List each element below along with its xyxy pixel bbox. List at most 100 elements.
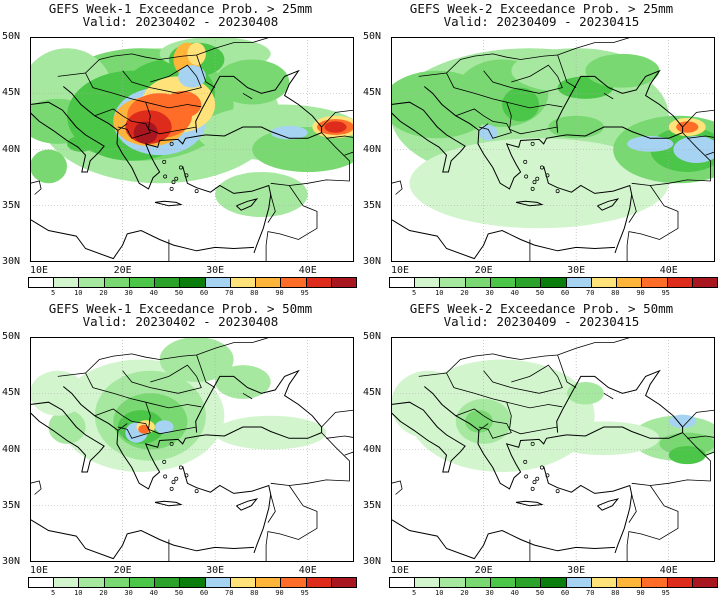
colorbar-segment bbox=[465, 578, 491, 587]
colorbar-label: 90 bbox=[636, 289, 645, 297]
colorbar-segment bbox=[79, 578, 105, 587]
longitude-label: 20E bbox=[474, 265, 493, 276]
colorbar-label: 50 bbox=[535, 289, 545, 297]
coastline bbox=[30, 218, 255, 260]
colorbar-segment bbox=[440, 278, 466, 287]
country-border bbox=[418, 37, 632, 77]
country-border bbox=[603, 92, 614, 100]
probability-contour bbox=[270, 125, 308, 140]
country-border bbox=[483, 364, 563, 394]
country-border bbox=[321, 109, 354, 139]
colorbar bbox=[389, 277, 718, 288]
island bbox=[545, 473, 550, 478]
colorbar-label: 40 bbox=[510, 589, 519, 597]
longitude-label: 10E bbox=[30, 265, 49, 276]
coastline bbox=[515, 200, 544, 207]
colorbar-segment bbox=[692, 278, 718, 287]
latitude-label: 40N bbox=[363, 443, 382, 455]
colorbar-segment bbox=[331, 578, 357, 587]
colorbar-label: 50 bbox=[174, 589, 184, 597]
colorbar-label: 20 bbox=[99, 289, 108, 297]
island bbox=[171, 180, 176, 185]
probability-contour bbox=[585, 53, 660, 88]
country-border bbox=[455, 108, 512, 139]
island bbox=[171, 480, 176, 485]
colorbar-segment bbox=[29, 578, 55, 587]
latitude-label: 50N bbox=[2, 31, 21, 42]
country-border bbox=[94, 408, 151, 439]
latitude-label: 40N bbox=[363, 143, 382, 155]
latitude-label: 45N bbox=[2, 87, 21, 99]
longitude-label: 20E bbox=[474, 565, 493, 576]
coastline bbox=[423, 86, 567, 190]
colorbar-label: 5 bbox=[51, 289, 56, 297]
country-border bbox=[122, 364, 202, 394]
colorbar-segment bbox=[591, 278, 618, 287]
coastline bbox=[543, 466, 633, 554]
country-border bbox=[57, 337, 271, 377]
country-border bbox=[628, 194, 637, 223]
country-border bbox=[117, 423, 128, 431]
country-border bbox=[145, 402, 197, 435]
probability-contour bbox=[67, 136, 95, 152]
colorbar-label: 90 bbox=[275, 289, 284, 297]
island bbox=[194, 189, 199, 194]
country-border bbox=[196, 54, 216, 88]
country-border bbox=[85, 72, 202, 109]
country-border bbox=[478, 423, 489, 431]
probability-contour bbox=[502, 87, 540, 122]
colorbar-label: 5 bbox=[412, 289, 417, 297]
probability-contour bbox=[676, 121, 699, 133]
colorbar-segment bbox=[129, 578, 156, 587]
colorbar-segment bbox=[230, 578, 257, 587]
island bbox=[163, 474, 168, 479]
country-border bbox=[631, 432, 711, 486]
island bbox=[162, 459, 167, 464]
colorbar-label: 90 bbox=[275, 589, 284, 597]
coastline bbox=[236, 198, 259, 211]
colorbar-label: 50 bbox=[174, 289, 184, 297]
coastline bbox=[182, 466, 272, 554]
latitude-label: 40N bbox=[2, 143, 21, 155]
country-border bbox=[30, 480, 42, 495]
longitude-label: 20E bbox=[113, 265, 132, 276]
probability-contour bbox=[30, 149, 68, 184]
colorbar-label: 50 bbox=[535, 589, 545, 597]
colorbar-segment bbox=[516, 578, 542, 587]
island bbox=[169, 186, 174, 191]
probability-contour bbox=[138, 424, 150, 434]
latitude-label: 30N bbox=[2, 556, 21, 567]
colorbar-segment bbox=[230, 278, 257, 287]
probability-contour bbox=[566, 382, 604, 405]
island bbox=[532, 180, 537, 185]
map-panel: GEFS Week-2 Exceedance Prob. > 50mm Valid… bbox=[361, 300, 722, 599]
colorbar-label: 70 bbox=[225, 289, 234, 297]
latitude-label: 40N bbox=[2, 443, 21, 455]
country-border bbox=[603, 392, 614, 400]
colorbar-label: 70 bbox=[225, 589, 234, 597]
colorbar-label: 60 bbox=[199, 289, 209, 297]
latitude-label: 30N bbox=[363, 256, 382, 267]
probability-contour bbox=[187, 42, 206, 66]
colorbar-label: 95 bbox=[300, 589, 309, 597]
probability-map bbox=[30, 337, 354, 562]
latitude-label: 45N bbox=[2, 387, 21, 399]
latitude-label: 35N bbox=[2, 499, 21, 511]
country-border bbox=[57, 37, 271, 77]
colorbar-segment bbox=[129, 278, 156, 287]
coastline bbox=[154, 500, 183, 507]
island bbox=[530, 441, 535, 446]
country-border bbox=[506, 402, 558, 435]
probability-map bbox=[391, 37, 715, 262]
colorbar-segment bbox=[617, 578, 643, 587]
colorbar bbox=[28, 277, 357, 288]
coastline bbox=[205, 126, 322, 139]
probability-contour bbox=[409, 138, 669, 229]
colorbar-segment bbox=[440, 578, 466, 587]
probability-contour bbox=[465, 410, 493, 433]
longitude-label: 40E bbox=[659, 265, 678, 276]
longitude-label: 40E bbox=[298, 565, 317, 576]
colorbar-segment bbox=[642, 278, 668, 287]
colorbar-label: 10 bbox=[74, 289, 83, 297]
country-border bbox=[391, 480, 403, 495]
